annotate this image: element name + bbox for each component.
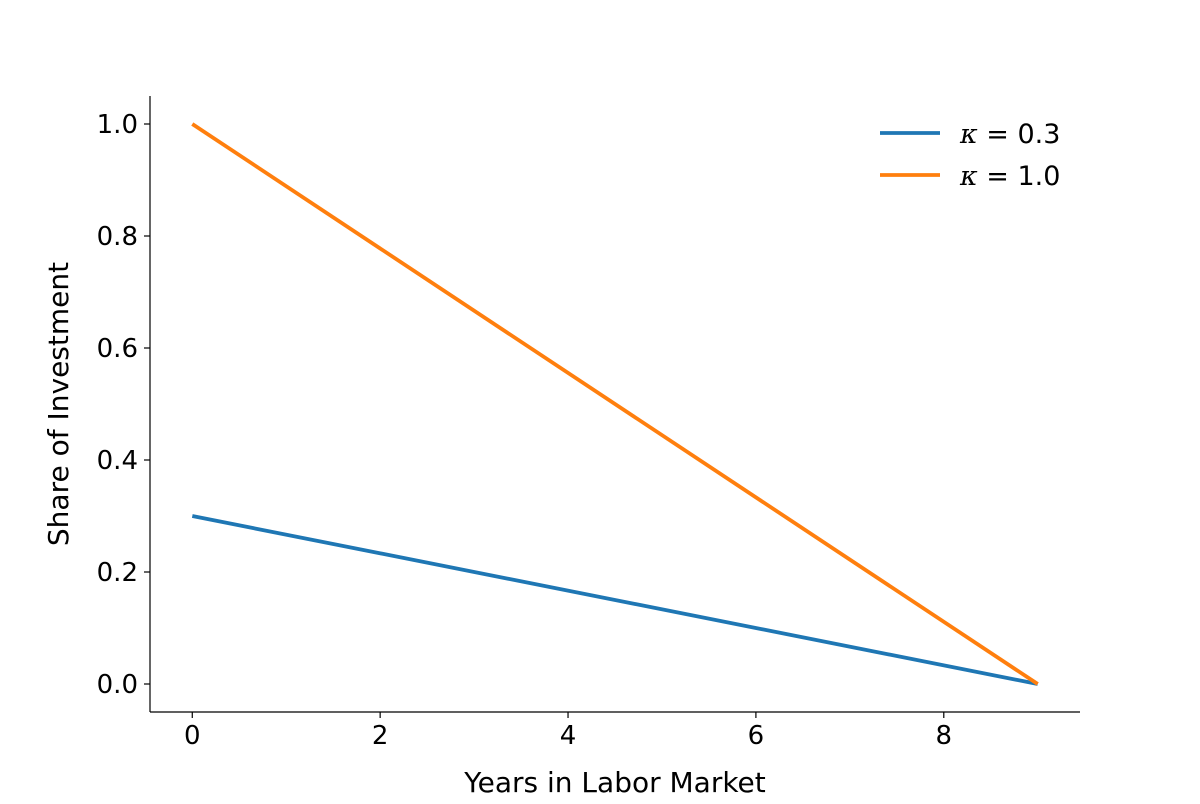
x-axis-label: Years in Labor Market	[463, 766, 766, 799]
y-tick-label: 0.2	[97, 558, 138, 588]
legend: κ = 0.3 κ = 1.0	[880, 119, 1060, 192]
y-tick-label: 0.6	[97, 334, 138, 364]
y-tick-label: 0.0	[97, 670, 138, 700]
y-tick-label: 0.4	[97, 446, 138, 476]
y-axis-label: Share of Investment	[42, 262, 75, 546]
axes	[144, 96, 1080, 718]
y-tick-label: 0.8	[97, 222, 138, 252]
series-line-1	[191, 514, 1039, 686]
series-line-2	[191, 122, 1039, 686]
x-tick-label: 2	[372, 721, 389, 751]
legend-label-2: κ = 1.0	[959, 161, 1060, 192]
tick-labels: 0 2 4 6 8 0.0 0.2 0.4 0.6 0.8 1.0	[97, 110, 952, 751]
x-tick-label: 6	[748, 721, 765, 751]
x-tick-label: 0	[184, 721, 201, 751]
series-lines	[191, 122, 1039, 686]
y-tick-label: 1.0	[97, 110, 138, 140]
x-tick-label: 8	[936, 721, 953, 751]
x-tick-label: 4	[560, 721, 577, 751]
legend-label-1: κ = 0.3	[959, 119, 1060, 150]
